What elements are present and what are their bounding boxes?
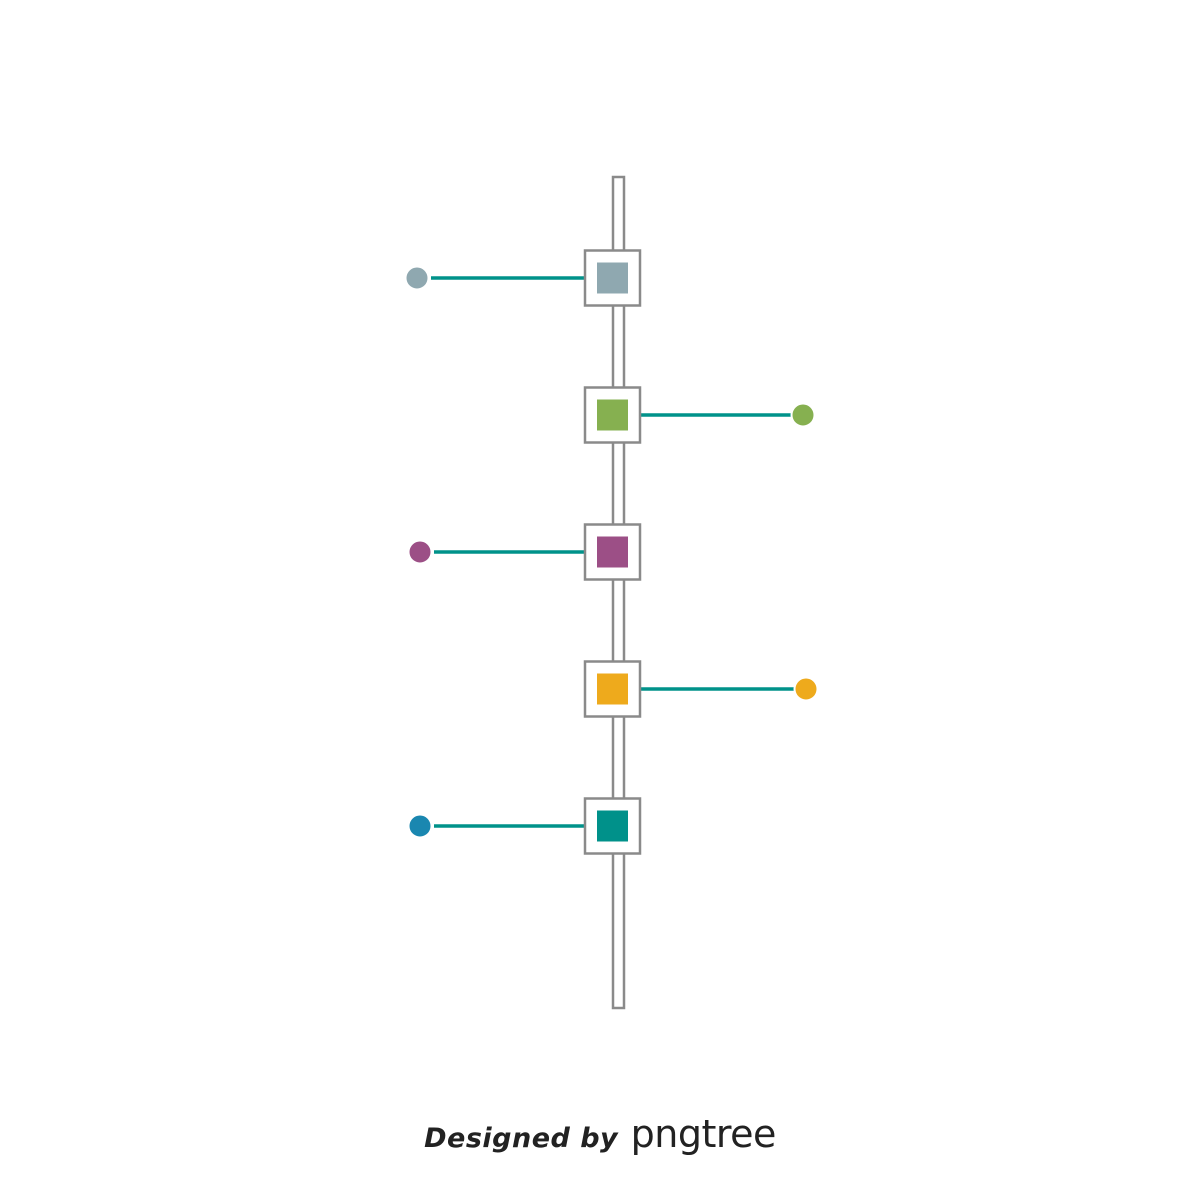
timeline-node: [583, 660, 819, 718]
timeline-node: [583, 386, 816, 444]
node-square-marker: [597, 810, 628, 842]
endpoint-dot: [407, 813, 433, 839]
watermark: Designed by pngtree: [0, 1112, 1200, 1156]
endpoint-dot: [404, 265, 430, 291]
watermark-designed-by: Designed by: [424, 1123, 619, 1154]
node-square-marker: [597, 673, 628, 705]
node-square-marker: [597, 262, 628, 294]
node-square-marker: [597, 399, 628, 431]
timeline-node: [404, 249, 642, 307]
timeline-rail: [611, 175, 626, 1010]
timeline-rail-group: [611, 175, 626, 1010]
timeline-node: [407, 523, 642, 581]
timeline-node: [407, 797, 642, 855]
endpoint-dot: [407, 539, 433, 565]
endpoint-dot: [790, 402, 816, 428]
endpoint-dot: [793, 676, 819, 702]
watermark-brand-logo: pngtree: [630, 1112, 777, 1156]
timeline-nodes-group: [404, 249, 819, 855]
node-square-marker: [597, 536, 628, 568]
